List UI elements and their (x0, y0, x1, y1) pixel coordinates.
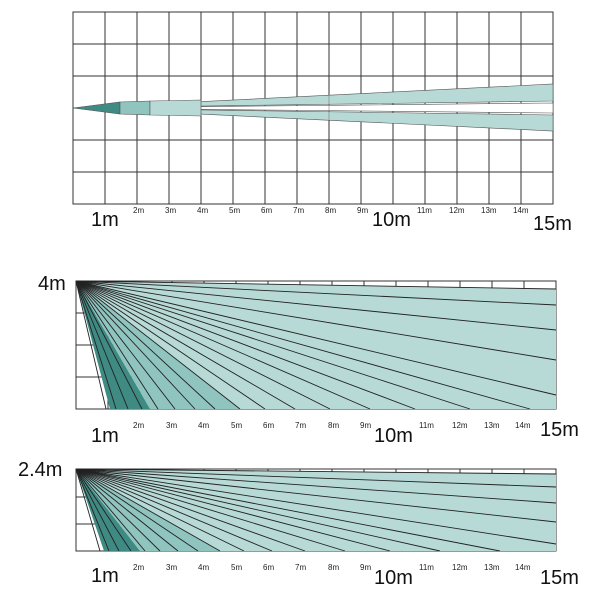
label-13m: 13m (484, 421, 500, 430)
side-4m-x-axis: 1m 2m 3m 4m 5m 6m 7m 8m 9m 10m 11m 12m 1… (91, 419, 579, 447)
label-15m: 15m (540, 419, 579, 441)
label-9m: 9m (360, 563, 371, 572)
label-10m: 10m (374, 567, 413, 589)
label-14m: 14m (515, 563, 531, 572)
top-beam-core (72, 102, 554, 114)
label-3m: 3m (165, 206, 176, 215)
label-4m: 4m (197, 206, 208, 215)
top-beam-near-1 (72, 101, 121, 115)
label-3m: 3m (166, 563, 177, 572)
label-10m: 10m (372, 209, 411, 231)
top-beam-near-3 (149, 99, 202, 117)
label-1m: 1m (91, 209, 119, 231)
label-12m: 12m (449, 206, 465, 215)
label-4m: 4m (198, 563, 209, 572)
label-2m: 2m (133, 206, 144, 215)
top-view-x-axis: 1m 2m 3m 4m 5m 6m 7m 8m 9m 10m 11m 12m 1… (91, 206, 572, 235)
side-4m-beam-fill-dark (76, 281, 150, 409)
label-15m: 15m (533, 213, 572, 235)
label-14m: 14m (515, 421, 531, 430)
top-view-beams (72, 83, 554, 132)
top-beam-near-2 (119, 100, 151, 116)
side-2.4m-x-axis: 1m 2m 3m 4m 5m 6m 7m 8m 9m 10m 11m 12m 1… (91, 563, 579, 589)
label-9m: 9m (360, 421, 371, 430)
label-6m: 6m (263, 421, 274, 430)
label-6m: 6m (261, 206, 272, 215)
label-6m: 6m (263, 563, 274, 572)
label-8m: 8m (328, 421, 339, 430)
label-8m: 8m (328, 563, 339, 572)
label-5m: 5m (229, 206, 240, 215)
label-4m: 4m (198, 421, 209, 430)
height-label-4m: 4m (38, 273, 66, 295)
side-4m-beams (75, 280, 557, 410)
label-5m: 5m (231, 563, 242, 572)
label-10m: 10m (374, 425, 413, 447)
side-view-2.4m-panel: 2.4m (18, 459, 579, 589)
label-8m: 8m (325, 206, 336, 215)
label-3m: 3m (166, 421, 177, 430)
top-view-panel: 1m 2m 3m 4m 5m 6m 7m 8m 9m 10m 11m 12m 1… (72, 11, 572, 235)
label-13m: 13m (481, 206, 497, 215)
side-2.4m-beam-fill-light (76, 469, 556, 551)
label-2m: 2m (133, 421, 144, 430)
label-7m: 7m (293, 206, 304, 215)
side-2.4m-beams (75, 468, 557, 552)
side-2.4m-beam-fill-dark (76, 469, 140, 551)
label-14m: 14m (513, 206, 529, 215)
label-5m: 5m (231, 421, 242, 430)
label-1m: 1m (91, 565, 119, 587)
label-11m: 11m (419, 563, 434, 572)
label-11m: 11m (417, 206, 432, 215)
label-1m: 1m (91, 425, 119, 447)
label-7m: 7m (295, 563, 306, 572)
label-11m: 11m (419, 421, 434, 430)
side-view-4m-panel: 4m (38, 273, 579, 447)
label-15m: 15m (540, 567, 579, 589)
label-9m: 9m (357, 206, 368, 215)
label-2m: 2m (133, 563, 144, 572)
label-12m: 12m (452, 563, 468, 572)
height-label-2.4m: 2.4m (18, 459, 62, 481)
side-4m-beam-fill-light (76, 281, 556, 409)
label-12m: 12m (452, 421, 468, 430)
label-7m: 7m (295, 421, 306, 430)
label-13m: 13m (484, 563, 500, 572)
